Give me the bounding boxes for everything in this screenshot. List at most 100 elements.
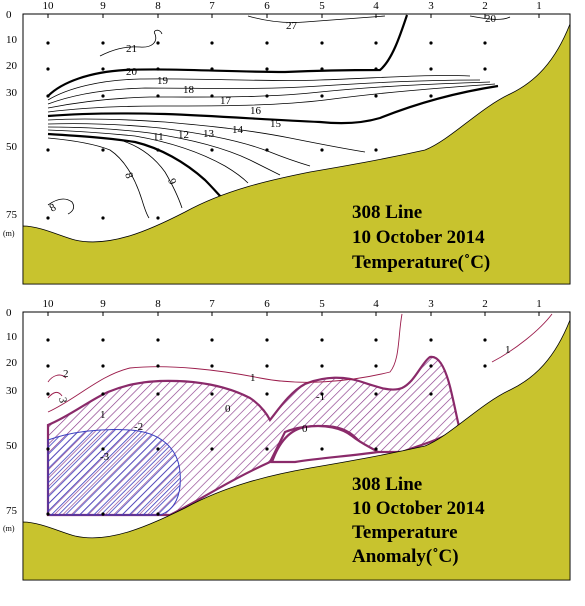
station-dot — [429, 338, 433, 342]
x-tick-label: 10 — [43, 0, 55, 12]
station-dot — [46, 216, 50, 220]
station-dot — [101, 94, 105, 98]
y-tick-label: 20 — [6, 357, 18, 369]
station-dot — [320, 447, 324, 451]
caption-line: 10 October 2014 — [352, 227, 485, 248]
contour-label: -3 — [100, 451, 110, 463]
station-dot — [46, 148, 50, 152]
x-tick-label: 7 — [209, 0, 215, 12]
x-tick-label: 4 — [373, 298, 379, 310]
caption-line: 308 Line — [352, 474, 422, 495]
station-dot — [320, 94, 324, 98]
caption-line: Temperature(˚C) — [352, 252, 490, 273]
panel-caption: 308 Line 10 October 2014 Temperature(˚C) — [352, 202, 490, 273]
x-tick-label: 5 — [319, 0, 325, 12]
x-tick-label: 5 — [319, 298, 325, 310]
x-tick-label: 1 — [536, 0, 542, 12]
contour-label: 1 — [505, 344, 511, 356]
x-tick-label: 10 — [43, 298, 55, 310]
x-tick-label: 8 — [155, 298, 161, 310]
station-dot — [46, 364, 50, 368]
station-dot — [374, 338, 378, 342]
contour-label: -1 — [316, 391, 325, 403]
contour-label: 14 — [232, 124, 244, 136]
contour-20-right — [469, 15, 511, 20]
x-tick-label: 3 — [428, 298, 434, 310]
station-dot — [429, 364, 433, 368]
station-dot — [320, 67, 324, 71]
station-dot — [483, 364, 487, 368]
contour-3 — [47, 391, 63, 399]
y-tick-labels: 0 10 20 30 50 75 — [6, 9, 18, 221]
station-dot — [265, 392, 269, 396]
contour-14 — [47, 118, 366, 153]
y-unit-label: (m) — [3, 229, 15, 238]
contour-15 — [47, 84, 499, 125]
station-dot — [210, 392, 214, 396]
x-tick-label: 9 — [100, 0, 106, 12]
station-dot — [429, 392, 433, 396]
y-tick-label: 20 — [6, 60, 18, 72]
contour-label: 1 — [100, 409, 106, 421]
station-dot — [101, 216, 105, 220]
y-tick-label: 0 — [6, 307, 12, 319]
station-dot — [46, 94, 50, 98]
contour-label: 16 — [250, 105, 262, 117]
contour-label: 15 — [270, 118, 282, 130]
station-dot — [46, 67, 50, 71]
x-tick-labels: 10 9 8 7 6 5 4 3 2 1 — [43, 298, 542, 316]
station-dot — [156, 148, 160, 152]
contour-1-right — [491, 313, 553, 363]
zero-anomaly-pocket — [270, 424, 382, 464]
station-dot — [429, 67, 433, 71]
contour-label: 1 — [250, 372, 256, 384]
y-tick-label: 0 — [6, 9, 12, 21]
station-dot — [265, 94, 269, 98]
contour-21 — [99, 29, 163, 57]
station-dot — [46, 512, 50, 516]
contour-10 — [47, 132, 223, 199]
contour-labels: 27 20 21 20 19 18 17 16 15 14 13 12 11 9… — [48, 13, 497, 215]
contour-label: 20 — [126, 66, 138, 78]
station-dot — [265, 338, 269, 342]
contour-17 — [47, 81, 491, 109]
contour-label: 0 — [302, 423, 308, 435]
station-dot — [210, 148, 214, 152]
station-dot — [101, 364, 105, 368]
station-dot — [374, 364, 378, 368]
station-dot — [46, 338, 50, 342]
contour-label: 20 — [485, 13, 497, 25]
contour-labels: 2 3 1 1 1 0 0 -1 -2 -3 — [56, 344, 510, 463]
x-tick-label: 2 — [482, 0, 488, 12]
y-tick-labels: 0 10 20 30 50 75 — [6, 307, 18, 517]
station-dot — [210, 364, 214, 368]
x-tick-labels: 10 9 8 7 6 5 4 3 2 1 — [43, 0, 542, 18]
station-dot — [101, 41, 105, 45]
station-dot — [374, 67, 378, 71]
station-dot — [320, 392, 324, 396]
station-dot — [265, 67, 269, 71]
station-dot — [101, 392, 105, 396]
station-dot — [46, 392, 50, 396]
contour-2 — [47, 374, 67, 383]
contour-20 — [47, 14, 409, 97]
positive-contours — [47, 313, 553, 413]
station-dot — [320, 364, 324, 368]
contour-19 — [47, 75, 471, 101]
y-tick-label: 10 — [6, 331, 18, 343]
x-tick-label: 2 — [482, 298, 488, 310]
station-dots — [46, 41, 487, 220]
x-tick-label: 3 — [428, 0, 434, 12]
station-dot — [320, 41, 324, 45]
station-dot — [210, 67, 214, 71]
station-dot — [374, 447, 378, 451]
station-dot — [374, 41, 378, 45]
contour-label: 9 — [165, 177, 178, 187]
x-tick-label: 6 — [264, 0, 270, 12]
contour-label: 2 — [63, 368, 69, 380]
station-dot — [101, 338, 105, 342]
contour-18 — [47, 79, 481, 105]
contour-11 — [47, 129, 249, 184]
station-dot — [210, 447, 214, 451]
